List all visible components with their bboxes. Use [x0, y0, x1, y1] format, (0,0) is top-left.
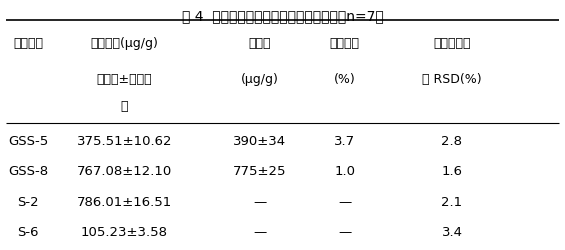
Text: 1.0: 1.0	[334, 165, 355, 178]
Text: S-2: S-2	[18, 195, 39, 208]
Text: 2.8: 2.8	[441, 135, 463, 148]
Text: 3.4: 3.4	[441, 225, 463, 238]
Text: 样品名称: 样品名称	[13, 37, 44, 50]
Text: —: —	[253, 195, 267, 208]
Text: 表 4  土壤标准物质检出率和精密度实验（n=7）: 表 4 土壤标准物质检出率和精密度实验（n=7）	[181, 9, 384, 23]
Text: 差: 差	[120, 100, 128, 113]
Text: (μg/g): (μg/g)	[241, 72, 279, 85]
Text: 1.6: 1.6	[441, 165, 463, 178]
Text: GSS-8: GSS-8	[8, 165, 49, 178]
Text: 测定结果(μg/g): 测定结果(μg/g)	[90, 37, 158, 50]
Text: 差 RSD(%): 差 RSD(%)	[422, 72, 482, 85]
Text: 390±34: 390±34	[233, 135, 286, 148]
Text: 标定值: 标定值	[249, 37, 271, 50]
Text: 3.7: 3.7	[334, 135, 355, 148]
Text: S-6: S-6	[18, 225, 39, 238]
Text: —: —	[338, 195, 351, 208]
Text: —: —	[338, 225, 351, 238]
Text: 相对偏差: 相对偏差	[329, 37, 360, 50]
Text: 786.01±16.51: 786.01±16.51	[77, 195, 172, 208]
Text: 相对标准偏: 相对标准偏	[433, 37, 471, 50]
Text: —: —	[253, 225, 267, 238]
Text: 平均值±标准偏: 平均值±标准偏	[97, 72, 152, 85]
Text: 2.1: 2.1	[441, 195, 463, 208]
Text: 375.51±10.62: 375.51±10.62	[76, 135, 172, 148]
Text: 775±25: 775±25	[233, 165, 286, 178]
Text: GSS-5: GSS-5	[8, 135, 49, 148]
Text: 767.08±12.10: 767.08±12.10	[77, 165, 172, 178]
Text: (%): (%)	[334, 72, 355, 85]
Text: 105.23±3.58: 105.23±3.58	[81, 225, 168, 238]
